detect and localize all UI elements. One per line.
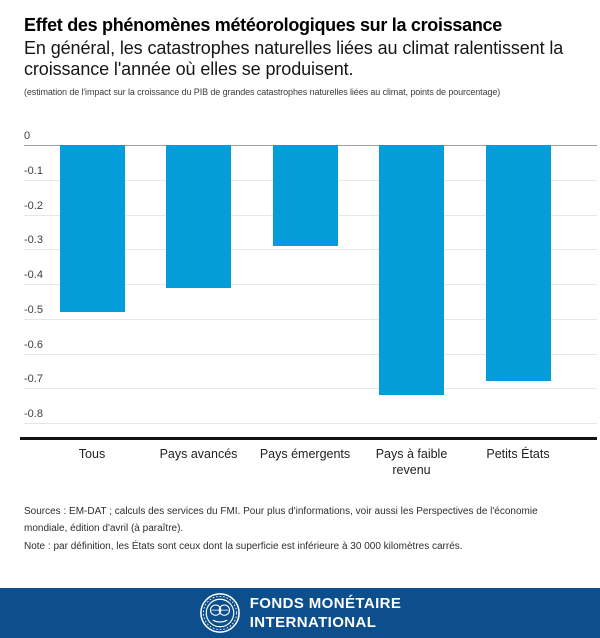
gridline — [24, 318, 597, 320]
chart-footnotes: Sources : EM-DAT ; calculs des services … — [24, 503, 580, 555]
imf-org-name-line2: INTERNATIONAL — [249, 614, 377, 631]
x-axis-category-labels: Tous Pays avancés Pays émergents Pays à fai… — [20, 441, 597, 479]
imf-seal-icon — [199, 593, 240, 633]
y-tick-label: -0.2 — [24, 199, 43, 212]
category-label: Pays émergents — [259, 447, 351, 461]
gridline — [24, 353, 597, 355]
y-tick-label: -0.8 — [24, 408, 43, 420]
y-tick-label: -0.1 — [24, 164, 43, 177]
gridline — [24, 284, 597, 285]
bar-petits-tats — [485, 145, 551, 382]
category-label: Petits États — [486, 447, 550, 461]
y-tick-label: 0 — [24, 130, 31, 142]
bar-pays-faible-revenu — [379, 145, 444, 396]
note-text: Note : par définition, les États sont ce… — [24, 541, 463, 552]
chart-unit-note: (estimation de l'impact sur la croissanc… — [24, 87, 501, 97]
gridline — [24, 249, 597, 251]
y-tick-label: -0.6 — [24, 338, 43, 351]
category-label: Tous — [78, 447, 106, 461]
sources-text: Sources : EM-DAT ; calculs des services … — [24, 506, 538, 534]
bar-tous — [59, 145, 125, 312]
chart-header: Effet des phénomènes météorologiques sur… — [24, 14, 580, 98]
category-label: Pays à faible revenu — [375, 447, 448, 477]
chart-subtitle: En général, les catastrophes naturelles … — [24, 38, 564, 79]
y-tick-label: -0.4 — [24, 269, 43, 281]
category-label: Pays avancés — [159, 447, 238, 461]
imf-org-name: FONDS MONÉTAIRE INTERNATIONAL — [250, 594, 402, 632]
bar-pays-mergents — [272, 145, 338, 246]
chart-title: Effet des phénomènes météorologiques sur… — [24, 15, 502, 35]
y-tick-label: -0.7 — [24, 373, 43, 386]
gridline — [24, 388, 597, 390]
imf-banner: FONDS MONÉTAIRE INTERNATIONAL — [0, 588, 600, 638]
gridline — [24, 423, 597, 424]
plot-area: 0 -0.1 -0.2 -0.3 -0.4 -0.5 -0.6 -0.7 -0.8 — [20, 130, 597, 440]
bar-pays-avanc-s — [166, 145, 231, 288]
y-tick-label: -0.3 — [24, 234, 43, 247]
y-tick-label: -0.5 — [24, 303, 43, 316]
imf-org-name-line1: FONDS MONÉTAIRE — [249, 595, 402, 612]
